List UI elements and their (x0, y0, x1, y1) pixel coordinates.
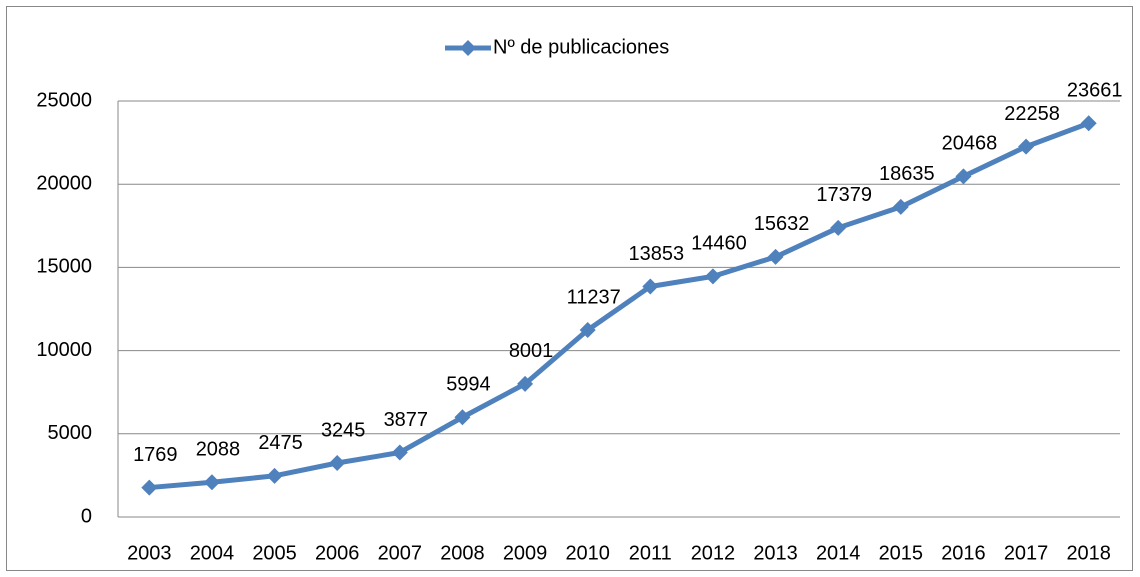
data-point (391, 444, 408, 461)
x-tick-label: 2005 (252, 542, 297, 564)
x-tick-label: 2007 (378, 542, 423, 564)
data-point (642, 278, 659, 295)
y-tick-label: 20000 (36, 172, 92, 194)
data-point (955, 168, 972, 185)
data-label: 3877 (384, 409, 429, 431)
data-label: 2088 (196, 439, 241, 461)
y-tick-label: 0 (81, 505, 92, 527)
x-tick-label: 2015 (879, 542, 924, 564)
data-point (830, 219, 847, 236)
data-point (892, 198, 909, 215)
y-tick-label: 10000 (36, 339, 92, 361)
data-label: 17379 (816, 184, 872, 206)
x-tick-label: 2012 (691, 542, 736, 564)
data-label: 15632 (754, 213, 810, 235)
x-tick-label: 2014 (816, 542, 861, 564)
data-label: 11237 (567, 286, 621, 308)
data-point (1080, 115, 1097, 132)
data-label: 2475 (258, 432, 303, 454)
data-point (1018, 138, 1035, 155)
data-label: 1769 (133, 444, 178, 466)
x-tick-label: 2003 (127, 542, 172, 564)
data-point (767, 248, 784, 265)
data-label: 5994 (446, 374, 491, 396)
legend-marker (460, 40, 476, 56)
y-tick-label: 5000 (48, 422, 93, 444)
data-point (203, 474, 220, 491)
x-tick-label: 2004 (190, 542, 235, 564)
data-point (704, 268, 721, 285)
x-tick-label: 2009 (503, 542, 548, 564)
data-label: 13853 (629, 243, 685, 265)
data-label: 23661 (1067, 80, 1123, 102)
x-tick-label: 2016 (941, 542, 986, 564)
y-tick-label: 15000 (36, 256, 92, 278)
data-point (517, 375, 534, 392)
data-point (454, 409, 471, 426)
data-point (579, 322, 596, 339)
x-tick-label: 2011 (629, 542, 672, 564)
data-point (141, 479, 158, 496)
data-label: 14460 (691, 233, 747, 255)
data-line (149, 120, 1090, 491)
data-point (329, 455, 346, 472)
x-tick-label: 2013 (753, 542, 798, 564)
y-tick-label: 25000 (36, 89, 92, 111)
x-tick-label: 2018 (1066, 542, 1111, 564)
data-point (266, 467, 283, 484)
x-tick-label: 2010 (565, 542, 610, 564)
data-label: 8001 (509, 340, 554, 362)
legend-label: Nº de publicaciones (493, 36, 669, 58)
x-tick-label: 2008 (440, 542, 485, 564)
data-label: 18635 (879, 163, 935, 185)
data-label: 22258 (1004, 103, 1060, 125)
x-tick-label: 2006 (315, 542, 360, 564)
data-label: 3245 (321, 419, 366, 441)
data-label: 20468 (942, 133, 998, 155)
x-tick-label: 2017 (1004, 542, 1049, 564)
